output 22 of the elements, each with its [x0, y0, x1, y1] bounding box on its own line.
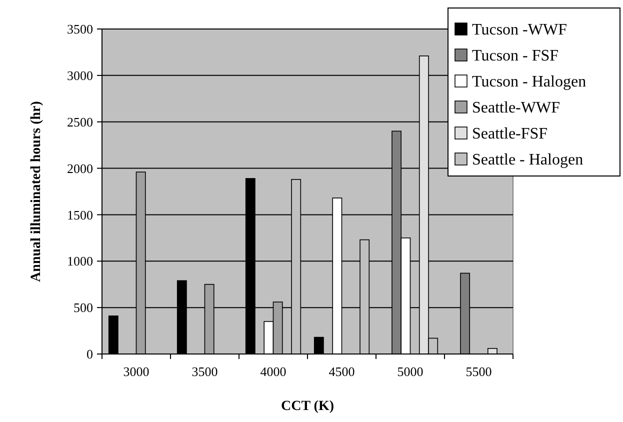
y-tick-label: 500: [74, 300, 93, 316]
legend-label: Tucson -WWF: [472, 22, 568, 39]
legend-label: Seattle - Halogen: [472, 152, 584, 169]
legend-label: Tucson - Halogen: [472, 74, 586, 91]
x-axis-title: CCT (K): [280, 399, 334, 414]
y-tick-label: 3500: [67, 22, 93, 37]
x-tick-label: 4000: [260, 364, 286, 379]
legend-label: Seattle-FSF: [472, 126, 548, 143]
x-tick-label: 5000: [397, 364, 424, 379]
y-tick-label: 1500: [67, 207, 93, 222]
y-tick-label: 3000: [67, 68, 93, 83]
x-tick-label: 5500: [466, 364, 492, 379]
legend-label: Tucson - FSF: [472, 48, 559, 65]
x-tick-label: 3500: [192, 364, 218, 379]
y-tick-label: 2000: [67, 160, 93, 176]
x-tick-label: 3000: [123, 364, 150, 379]
legend-label: Seattle-WWF: [472, 100, 560, 117]
y-tick-label: 2500: [67, 114, 93, 130]
y-axis-title: Annual illuminated hours (hr): [29, 100, 44, 282]
y-tick-label: 1000: [67, 254, 93, 269]
x-tick-label: 4500: [328, 364, 355, 379]
y-tick-label: 0: [86, 346, 93, 362]
